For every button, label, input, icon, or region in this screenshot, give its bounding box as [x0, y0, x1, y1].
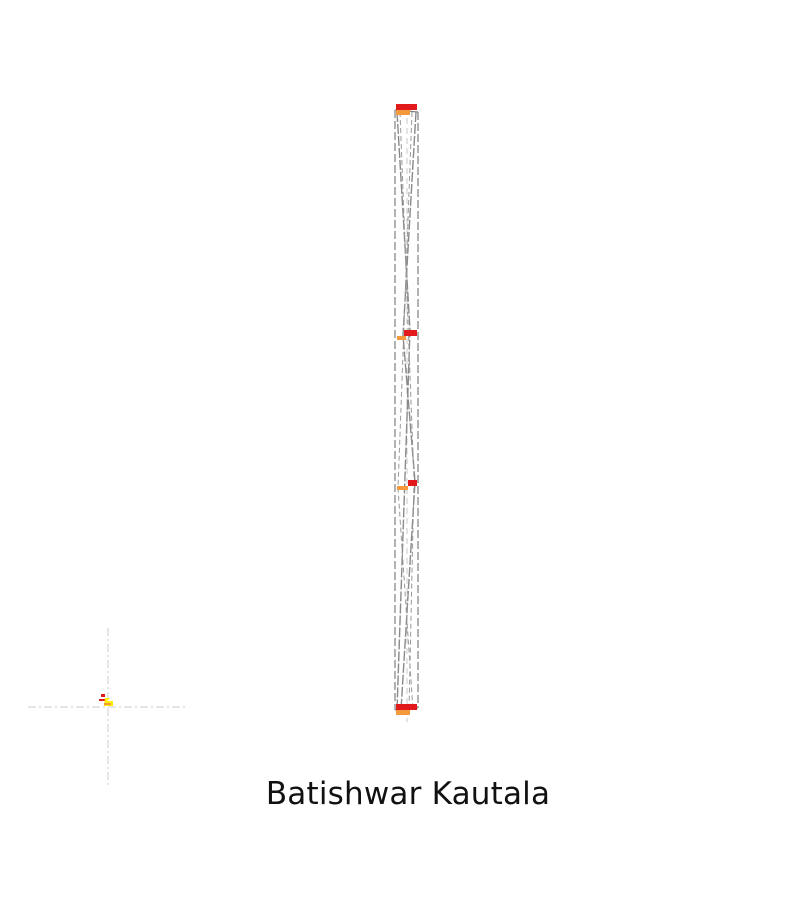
marker-red-mid-lower — [408, 480, 417, 486]
marker-orange-bottom — [396, 710, 410, 715]
marker-orange-top — [396, 110, 410, 115]
locator-inset — [28, 628, 188, 788]
marker-red-top — [396, 104, 417, 110]
marker-red-bottom — [396, 704, 417, 710]
locator-marker-orange — [104, 703, 111, 705]
marker-orange-mid-lower — [397, 486, 408, 490]
location-caption: Batishwar Kautala — [265, 776, 551, 812]
marker-red-mid-upper — [404, 330, 417, 336]
locator-marker-red-small — [99, 699, 105, 701]
route-line-b — [400, 111, 417, 711]
marker-orange-mid-upper — [397, 336, 406, 340]
locator-marker-red — [101, 694, 105, 697]
